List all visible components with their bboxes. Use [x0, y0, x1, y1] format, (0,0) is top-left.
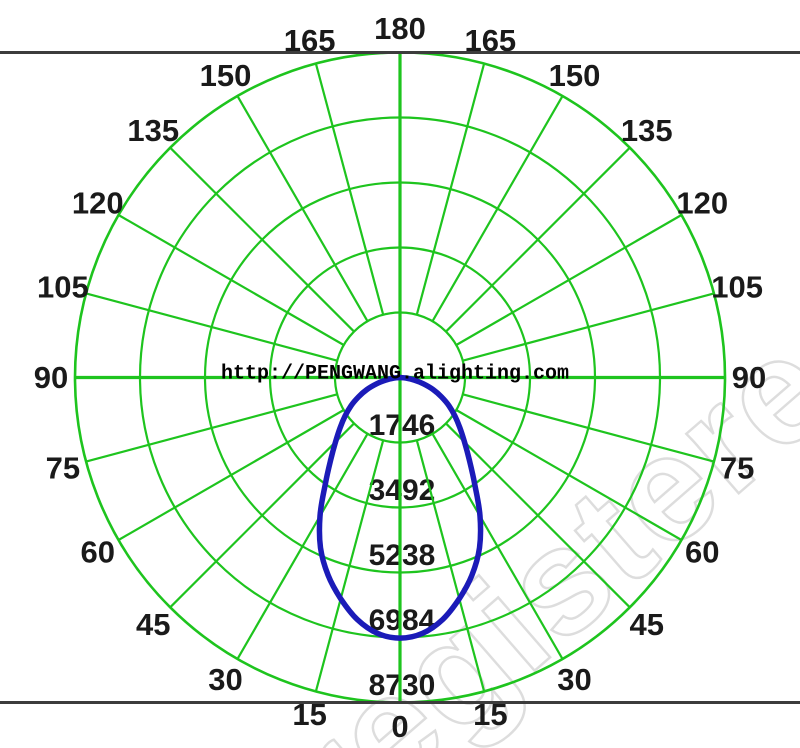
angle-tick-label: 75	[46, 450, 80, 485]
angle-tick-label: 165	[284, 23, 336, 58]
grid-spoke-line	[314, 63, 385, 315]
grid-spoke-line	[117, 409, 345, 541]
angle-tick-label: 150	[200, 58, 252, 93]
grid-spoke-line	[85, 292, 338, 362]
angle-tick-label: 30	[557, 662, 591, 697]
angle-tick-label: 135	[621, 113, 673, 148]
grid-spoke-line	[445, 422, 631, 609]
angle-tick-label: 105	[37, 270, 89, 305]
ring-value-label: 8730	[369, 669, 436, 702]
grid-spoke-line	[431, 95, 564, 322]
ring-value-label: 3492	[369, 474, 436, 507]
angle-tick-label: 60	[685, 535, 719, 570]
grid-spoke-line	[431, 433, 564, 660]
angle-tick-label: 135	[127, 113, 179, 148]
angle-tick-label: 90	[732, 360, 766, 395]
angle-tick-label: 30	[208, 662, 242, 697]
grid-spoke-line	[415, 63, 486, 315]
grid-spoke-line	[169, 422, 355, 609]
grid-spoke-line	[445, 146, 631, 333]
angle-tick-label: 120	[72, 186, 124, 221]
angle-tick-label: 90	[34, 360, 68, 395]
grid-spoke-line	[314, 440, 385, 692]
angle-tick-label: 105	[711, 270, 763, 305]
grid-spoke-line	[462, 292, 715, 362]
grid-spoke-line	[117, 214, 345, 346]
angle-tick-label: 0	[391, 709, 408, 744]
angle-tick-label: 15	[292, 697, 326, 732]
url-watermark-text: http://PENGWANG.alighting.com	[220, 362, 570, 386]
grid-spoke-line	[236, 433, 369, 660]
grid-spoke-line	[236, 95, 369, 322]
angle-tick-label: 180	[374, 11, 426, 46]
ring-value-label: 5238	[369, 539, 436, 572]
angle-tick-label: 165	[464, 23, 516, 58]
grid-spoke-line	[462, 393, 715, 463]
ring-value-label: 1746	[369, 409, 436, 442]
angle-tick-label: 60	[81, 535, 115, 570]
angle-tick-label: 45	[630, 607, 664, 642]
grid-spoke-line	[455, 214, 683, 346]
grid-spoke-line	[85, 393, 338, 463]
grid-spoke-line	[415, 440, 486, 692]
intensity-curve	[316, 374, 484, 641]
angle-tick-label: 75	[720, 450, 754, 485]
angle-tick-label: 15	[473, 697, 507, 732]
grid-spoke-line	[169, 146, 355, 333]
angle-tick-label: 150	[549, 58, 601, 93]
angle-tick-label: 45	[136, 607, 170, 642]
grid-spoke-line	[455, 409, 683, 541]
angle-tick-label: 120	[676, 186, 728, 221]
